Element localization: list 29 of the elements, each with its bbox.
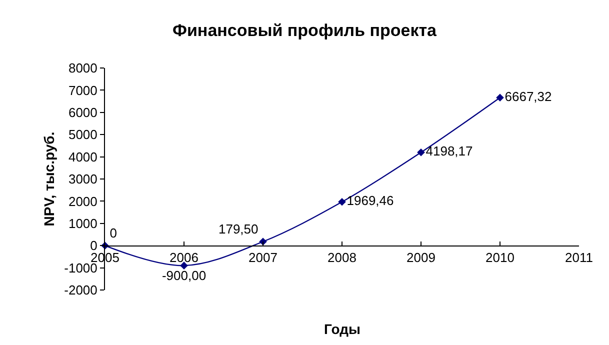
x-tick-label: 2011 xyxy=(565,250,593,266)
data-label: 4198,17 xyxy=(426,144,473,159)
x-tick-label: 2010 xyxy=(486,250,514,266)
point xyxy=(338,198,346,206)
y-tick-label: 8000 xyxy=(68,60,98,76)
data-label: 1969,46 xyxy=(346,193,394,208)
y-tick-label: 4000 xyxy=(68,149,98,164)
x-tick-label: 2007 xyxy=(248,250,278,266)
x-tick-label: 2009 xyxy=(406,250,436,266)
chart-title: Финансовый профиль проекта xyxy=(172,21,438,40)
y-tick-label: -2000 xyxy=(64,282,98,298)
y-tick-label: 3000 xyxy=(68,172,98,187)
data-label: -900,00 xyxy=(162,268,206,284)
y-tick-label: 0 xyxy=(90,238,98,254)
y-axis-title: NPV, тыс.руб. xyxy=(40,132,57,226)
x-axis-title: Годы xyxy=(324,321,360,337)
y-tick-label: 1000 xyxy=(68,216,98,231)
data-label: 0 xyxy=(110,226,117,241)
point xyxy=(259,238,267,246)
x-tick-label: 2008 xyxy=(328,250,356,266)
point xyxy=(496,94,504,102)
y-tick-label: 5000 xyxy=(68,127,98,142)
y-tick-label: 2000 xyxy=(68,194,98,209)
x-tick-label: 2006 xyxy=(170,250,198,266)
point xyxy=(417,148,425,156)
data-label: 6667,32 xyxy=(504,88,552,104)
data-label: 179,50 xyxy=(218,222,258,237)
y-tick-label: 6000 xyxy=(68,104,98,120)
y-tick-label: 7000 xyxy=(68,82,98,98)
